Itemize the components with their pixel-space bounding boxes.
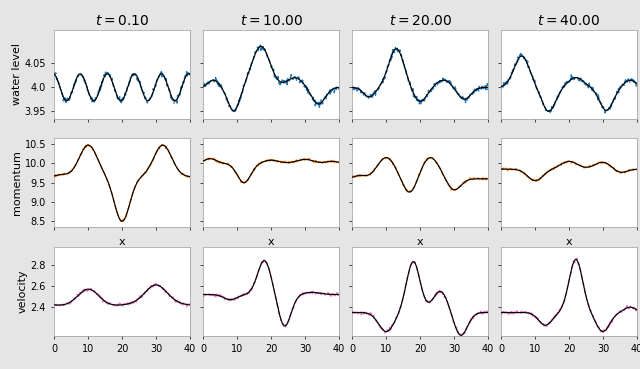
Title: $t=0.10$: $t=0.10$ xyxy=(95,14,149,28)
Title: $t=40.00$: $t=40.00$ xyxy=(538,14,601,28)
Y-axis label: water level: water level xyxy=(12,43,22,105)
X-axis label: x: x xyxy=(268,237,275,247)
X-axis label: x: x xyxy=(417,237,424,247)
X-axis label: x: x xyxy=(566,237,572,247)
Title: $t=20.00$: $t=20.00$ xyxy=(388,14,452,28)
X-axis label: x: x xyxy=(119,237,125,247)
Y-axis label: velocity: velocity xyxy=(18,269,28,313)
Title: $t=10.00$: $t=10.00$ xyxy=(239,14,303,28)
Y-axis label: momentum: momentum xyxy=(12,150,22,215)
